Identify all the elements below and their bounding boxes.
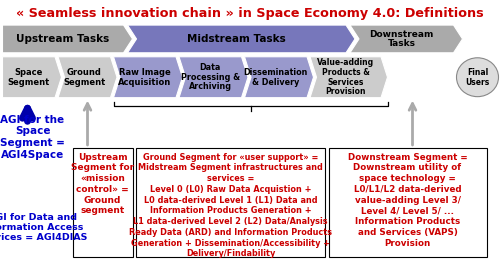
Polygon shape xyxy=(128,25,355,53)
Polygon shape xyxy=(244,57,314,98)
Polygon shape xyxy=(179,57,248,98)
Text: Upstream
Segment for
«mission
control» =
Ground
segment: Upstream Segment for «mission control» =… xyxy=(71,153,134,215)
Text: Upstream Tasks: Upstream Tasks xyxy=(16,34,110,44)
Polygon shape xyxy=(350,25,463,53)
FancyBboxPatch shape xyxy=(328,148,486,257)
Polygon shape xyxy=(2,57,62,98)
FancyBboxPatch shape xyxy=(72,148,132,257)
Ellipse shape xyxy=(456,58,498,97)
Text: Space
Segment: Space Segment xyxy=(8,68,50,87)
Text: AGI for the
Space
Segment =
AGI4Space: AGI for the Space Segment = AGI4Space xyxy=(0,115,65,160)
Text: Ground Segment for «user support» =
Midstream Segment infrastructures and
servic: Ground Segment for «user support» = Mids… xyxy=(129,153,332,258)
Text: Final
Users: Final Users xyxy=(466,68,489,87)
Polygon shape xyxy=(2,25,132,53)
Text: Data
Processing &
Archiving: Data Processing & Archiving xyxy=(180,63,240,91)
Polygon shape xyxy=(310,57,388,98)
Text: Raw Image
Acquisition: Raw Image Acquisition xyxy=(118,68,172,87)
Polygon shape xyxy=(58,57,117,98)
Text: Midstream Tasks: Midstream Tasks xyxy=(188,34,286,44)
Text: AGI for Data and
Information Access
Services = AGI4DIAS: AGI for Data and Information Access Serv… xyxy=(0,213,88,242)
Text: Ground
Segment: Ground Segment xyxy=(63,68,106,87)
Text: Downstream Segment =
Downstream utility of
space technology =
L0/L1/L2 data-deri: Downstream Segment = Downstream utility … xyxy=(348,153,468,248)
FancyBboxPatch shape xyxy=(136,148,325,257)
Text: Downstream
Tasks: Downstream Tasks xyxy=(370,30,434,48)
Text: « Seamless innovation chain » in Space Economy 4.0: Definitions: « Seamless innovation chain » in Space E… xyxy=(16,7,484,20)
Text: Dissemination
& Delivery: Dissemination & Delivery xyxy=(244,68,308,87)
Text: Value-adding
Products &
Services
Provision: Value-adding Products & Services Provisi… xyxy=(317,58,374,96)
Polygon shape xyxy=(114,57,182,98)
